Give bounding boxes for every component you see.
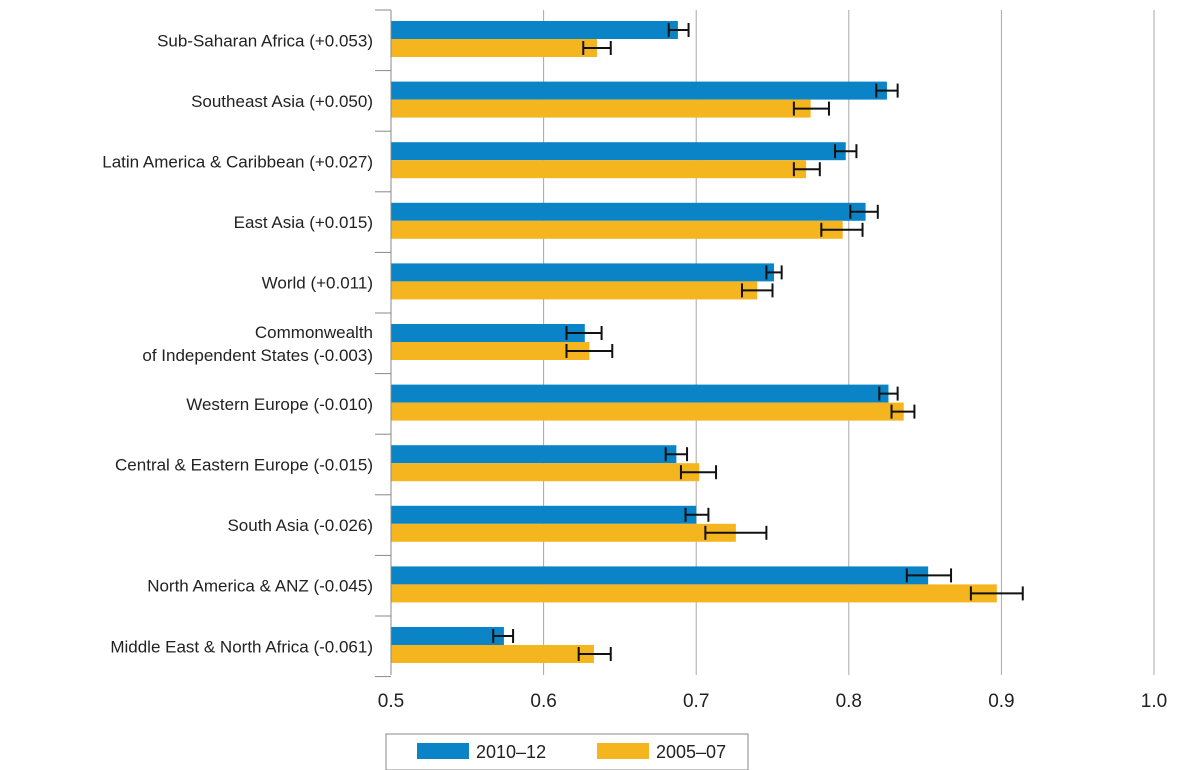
error-bar bbox=[792, 162, 821, 177]
category-label: Latin America & Caribbean (+0.027) bbox=[102, 153, 373, 172]
x-tick-label: 0.5 bbox=[378, 691, 404, 712]
bar bbox=[391, 324, 585, 342]
error-bar bbox=[878, 386, 899, 401]
error-bar bbox=[890, 404, 916, 419]
error-bar bbox=[905, 568, 953, 583]
axes bbox=[375, 9, 392, 678]
category-label: Sub-Saharan Africa (+0.053) bbox=[157, 31, 373, 50]
bar bbox=[391, 21, 678, 39]
bar bbox=[391, 523, 736, 542]
bar bbox=[391, 584, 997, 603]
x-tick-label: 0.9 bbox=[988, 691, 1014, 712]
error-bar bbox=[492, 629, 515, 643]
bar bbox=[391, 566, 929, 585]
bar bbox=[391, 142, 846, 161]
x-tick-label: 1.0 bbox=[1141, 691, 1167, 712]
category-label: Middle East & North Africa (-0.061) bbox=[110, 637, 373, 656]
bar bbox=[391, 384, 889, 403]
category-label: Western Europe (-0.010) bbox=[186, 395, 373, 414]
bar bbox=[391, 342, 590, 360]
bar bbox=[391, 99, 811, 118]
bar bbox=[391, 160, 807, 179]
legend-swatch bbox=[597, 743, 649, 759]
error-bar bbox=[582, 41, 612, 55]
bar bbox=[391, 281, 758, 300]
category-label: Central & Eastern Europe (-0.015) bbox=[115, 456, 373, 475]
category-label: South Asia (-0.026) bbox=[227, 516, 373, 535]
legend: 2010–12 2005–07 bbox=[385, 733, 749, 770]
legend-label: 2010–12 bbox=[476, 742, 546, 762]
error-bar bbox=[820, 222, 864, 237]
category-labels: Sub-Saharan Africa (+0.053) Southeast Asi… bbox=[102, 31, 373, 656]
bar bbox=[391, 402, 904, 421]
bar bbox=[391, 220, 843, 239]
x-tick-label: 0.7 bbox=[683, 691, 709, 712]
error-bar bbox=[667, 23, 690, 37]
legend-swatch bbox=[417, 743, 469, 759]
error-bar bbox=[849, 204, 879, 219]
category-label: East Asia (+0.015) bbox=[234, 213, 373, 232]
x-tick-label: 0.6 bbox=[530, 691, 556, 712]
grid-lines bbox=[543, 10, 1155, 675]
category-label: World (+0.011) bbox=[262, 274, 373, 293]
error-bar bbox=[565, 344, 614, 358]
category-label: North America & ANZ (-0.045) bbox=[147, 577, 373, 596]
bar bbox=[391, 505, 697, 524]
bar bbox=[391, 645, 594, 663]
error-bar bbox=[565, 326, 603, 340]
bar bbox=[391, 202, 866, 221]
error-bar bbox=[740, 283, 774, 298]
error-bar bbox=[684, 507, 710, 522]
bar bbox=[391, 627, 504, 645]
bar bbox=[391, 463, 700, 482]
error-bars bbox=[492, 23, 1024, 661]
bar bbox=[391, 39, 598, 57]
bar bbox=[391, 263, 775, 282]
legend-label: 2005–07 bbox=[656, 742, 726, 762]
category-label: Southeast Asia (+0.050) bbox=[191, 92, 373, 111]
error-bar bbox=[792, 101, 830, 116]
error-bar bbox=[969, 586, 1024, 601]
error-bar bbox=[765, 265, 783, 280]
category-label: Commonwealth of Independent States (-0.00… bbox=[142, 323, 373, 365]
error-bar bbox=[875, 83, 899, 98]
bar bbox=[391, 81, 887, 100]
bar bbox=[391, 445, 677, 464]
error-bar bbox=[704, 525, 768, 540]
error-bar bbox=[679, 465, 718, 480]
x-tick-label: 0.8 bbox=[836, 691, 862, 712]
error-bar bbox=[664, 447, 689, 462]
bars bbox=[391, 21, 997, 663]
error-bar bbox=[577, 647, 612, 661]
x-tick-labels: 0.5 0.6 0.7 0.8 0.9 1.0 bbox=[378, 691, 1167, 712]
error-bar bbox=[834, 144, 858, 159]
